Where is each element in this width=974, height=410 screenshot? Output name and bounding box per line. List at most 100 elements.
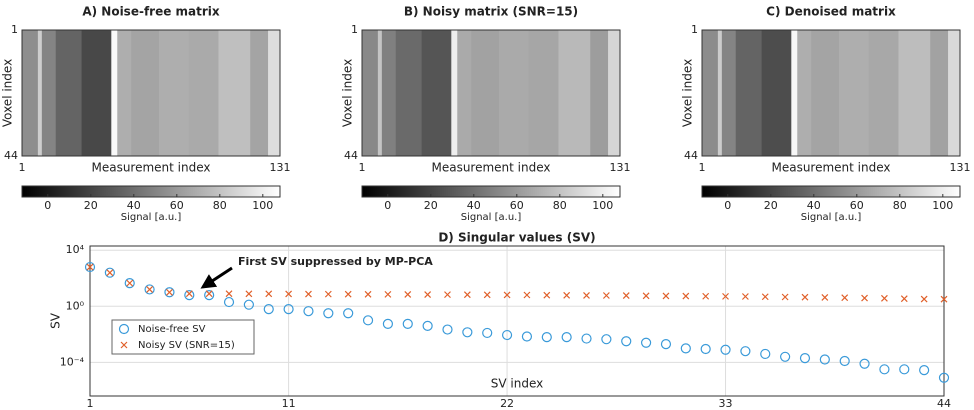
panel-title: A) Noise-free matrix — [82, 5, 220, 19]
heatmap-band — [451, 30, 458, 156]
colorbar-tick-label: 20 — [424, 199, 438, 212]
marker-circle — [601, 334, 612, 345]
marker-x — [285, 290, 293, 298]
marker-x — [324, 290, 332, 298]
colorbar-tick-label: 80 — [893, 199, 907, 212]
marker-x — [662, 292, 670, 300]
colorbar-tick-label: 20 — [84, 199, 98, 212]
heatmap-band — [761, 30, 792, 156]
plot-frame — [21, 29, 281, 157]
x-tick-label: 44 — [937, 397, 951, 410]
marker-circle — [303, 306, 314, 317]
colorbar-tick-label: 40 — [807, 199, 821, 212]
marker-circle — [243, 299, 254, 310]
heatmap-band — [22, 30, 39, 156]
marker-circle — [343, 308, 354, 319]
marker-circle — [382, 318, 394, 329]
marker-circle — [760, 348, 771, 360]
y-axis-label: Voxel index — [681, 59, 695, 127]
x-tick-label: 22 — [500, 397, 514, 410]
marker-x — [384, 290, 392, 298]
marker-circle — [283, 304, 294, 315]
marker-circle — [740, 346, 751, 357]
marker-circle — [362, 315, 374, 326]
marker-circle — [819, 354, 830, 365]
marker-x — [880, 294, 888, 302]
colorbar-tick-label: 0 — [384, 199, 391, 212]
y-tick-label: 10⁴ — [66, 243, 85, 256]
heatmap-band — [362, 30, 379, 156]
marker-circle — [223, 296, 235, 308]
y-axis-label: Voxel index — [1, 59, 15, 127]
marker-circle — [561, 332, 572, 343]
marker-x — [166, 288, 173, 296]
marker-circle — [184, 289, 195, 301]
marker-circle — [263, 304, 274, 315]
colorbar-label: Signal [a.u.] — [461, 212, 522, 223]
heatmap-band — [268, 30, 281, 156]
colorbar-tick-label: 40 — [127, 199, 141, 212]
marker-x — [344, 290, 352, 298]
marker-circle — [402, 318, 413, 329]
marker-x — [424, 291, 432, 298]
heatmap-band — [55, 30, 82, 156]
y-tick-label: 1 — [11, 23, 18, 36]
heatmap-band — [558, 30, 591, 156]
y-axis-label: SV — [49, 312, 63, 329]
marker-circle — [879, 364, 890, 375]
colorbar-tick-label: 40 — [467, 199, 481, 212]
x-tick-label: 131 — [270, 161, 291, 174]
marker-x — [741, 293, 749, 300]
marker-x — [841, 294, 849, 302]
marker-x — [404, 291, 412, 298]
colorbar-tick-label: 80 — [553, 199, 567, 212]
heatmap-band — [218, 30, 251, 156]
heatmap-band — [111, 30, 118, 156]
marker-circle — [799, 353, 811, 364]
marker-circle — [839, 355, 850, 367]
marker-circle — [621, 336, 632, 347]
x-axis-label: Measurement index — [431, 161, 550, 175]
marker-x — [205, 290, 213, 298]
marker-x — [861, 294, 868, 302]
x-tick-label: 131 — [950, 161, 971, 174]
marker-circle — [919, 365, 930, 376]
heatmap-band — [608, 30, 621, 156]
marker-circle — [720, 344, 731, 355]
heatmap-band — [81, 30, 112, 156]
colorbar-label: Signal [a.u.] — [801, 212, 862, 223]
colorbar-tick-label: 100 — [252, 199, 273, 212]
legend-label: Noise-free SV — [138, 324, 206, 335]
panel-title: C) Denoised matrix — [766, 5, 896, 19]
marker-circle — [482, 327, 493, 339]
marker-x — [622, 292, 630, 300]
marker-x — [146, 285, 154, 293]
marker-circle — [84, 261, 96, 273]
marker-x — [761, 293, 769, 301]
marker-x — [940, 295, 948, 303]
x-tick-label: 11 — [282, 397, 296, 410]
marker-x — [682, 292, 690, 300]
heatmap-band — [421, 30, 452, 156]
colorbar — [701, 185, 961, 198]
marker-circle — [938, 372, 950, 383]
heatmap-band — [797, 30, 812, 156]
heatmap-band — [838, 30, 870, 156]
heatmap-band — [377, 30, 383, 156]
marker-x — [583, 291, 590, 299]
heatmap-band — [528, 30, 559, 156]
marker-x — [722, 292, 729, 300]
heatmap-band — [590, 30, 609, 156]
marker-x — [781, 293, 789, 301]
marker-circle — [581, 333, 592, 344]
heatmap-band — [158, 30, 190, 156]
marker-x — [900, 295, 908, 303]
x-tick-label: 1 — [19, 161, 26, 174]
marker-circle — [164, 287, 175, 298]
marker-x — [444, 291, 451, 299]
heatmap-band — [735, 30, 762, 156]
marker-x — [503, 291, 511, 299]
y-axis-label: Voxel index — [341, 59, 355, 127]
annotation: First SV suppressed by MP-PCA — [238, 255, 433, 268]
marker-circle — [640, 337, 652, 348]
